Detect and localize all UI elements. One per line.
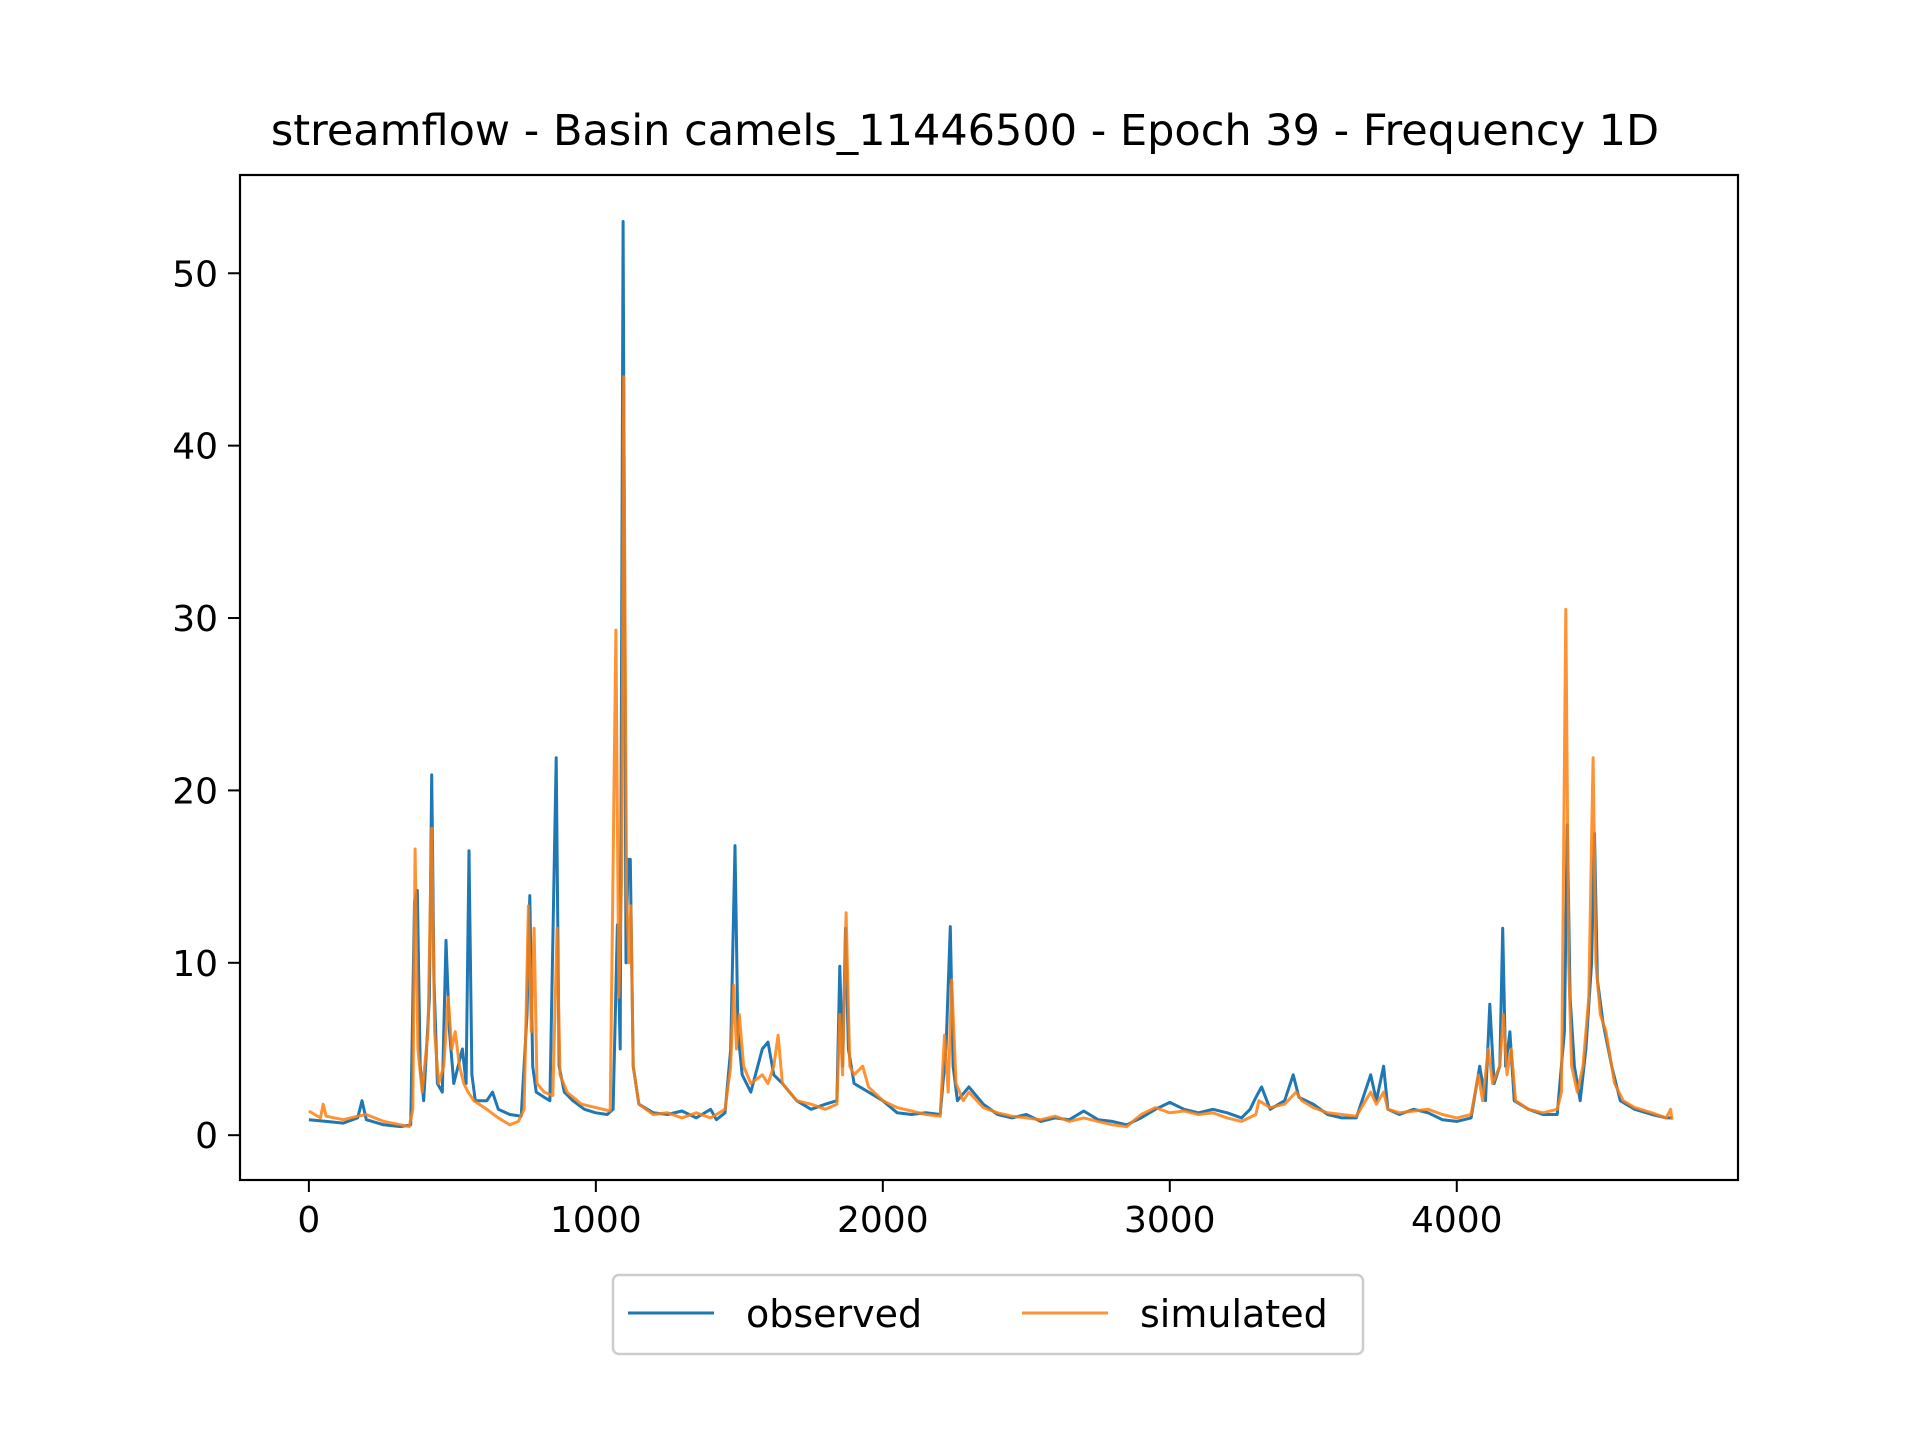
series-simulated	[308, 375, 1674, 1129]
series-layer	[308, 220, 1674, 1129]
legend-simulated-label: simulated	[1140, 1292, 1328, 1336]
y-tick-label: 30	[172, 599, 218, 640]
chart-title: streamflow - Basin camels_11446500 - Epo…	[271, 106, 1659, 156]
y-tick-label: 10	[172, 944, 218, 985]
legend-observed-label: observed	[746, 1292, 922, 1336]
x-axis: 0 1000 2000 3000 4000	[297, 1180, 1503, 1241]
x-tick-label: 4000	[1411, 1200, 1503, 1241]
y-axis: 0 10 20 30 40 50	[172, 254, 240, 1157]
legend-box	[611, 1273, 1365, 1356]
y-tick-label: 20	[172, 771, 218, 812]
legend: observed simulated	[611, 1273, 1365, 1356]
x-tick-label: 2000	[837, 1200, 929, 1241]
x-tick-label: 3000	[1124, 1200, 1216, 1241]
y-tick-label: 50	[172, 254, 218, 295]
plot-frame	[238, 173, 1740, 1182]
y-tick-label: 0	[195, 1116, 218, 1157]
x-tick-label: 1000	[550, 1200, 642, 1241]
x-tick-label: 0	[297, 1200, 320, 1241]
y-tick-label: 40	[172, 427, 218, 468]
